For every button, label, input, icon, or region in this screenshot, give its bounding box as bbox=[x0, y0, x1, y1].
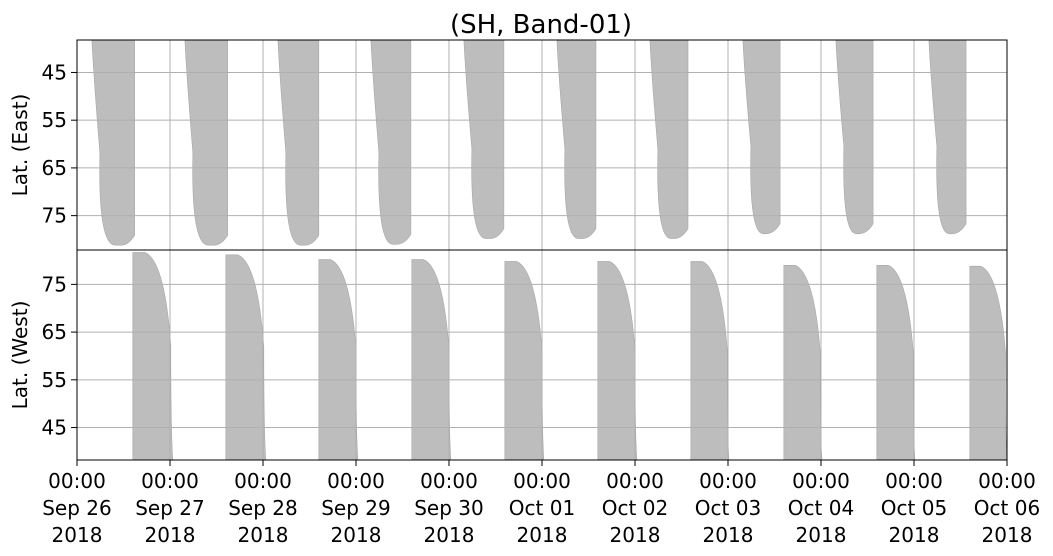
ytick-label-west-55: 55 bbox=[42, 368, 67, 392]
swath-west-3 bbox=[318, 259, 359, 461]
xtick-label-4: 00:00 Sep 30 2018 bbox=[414, 469, 484, 547]
swath-east-5 bbox=[463, 39, 505, 239]
swath-east-1 bbox=[91, 39, 135, 246]
xtick-label-7: 00:00 Oct 03 2018 bbox=[695, 469, 761, 547]
swath-west-10 bbox=[969, 265, 1008, 461]
swath-east-10 bbox=[928, 39, 967, 235]
chart-title: (SH, Band-01) bbox=[450, 10, 632, 40]
swath-east-4 bbox=[370, 39, 412, 245]
ytick-label-west-75: 75 bbox=[42, 272, 67, 296]
ytick-label-east-55: 55 bbox=[42, 108, 67, 132]
xtick-label-6: 00:00 Oct 02 2018 bbox=[602, 469, 668, 547]
swath-west-9 bbox=[876, 264, 916, 461]
ytick-label-west-45: 45 bbox=[42, 416, 67, 440]
ytick-label-west-65: 65 bbox=[42, 320, 67, 344]
xtick-label-3: 00:00 Sep 29 2018 bbox=[321, 469, 391, 547]
swath-east-9 bbox=[835, 39, 874, 235]
swath-west-4 bbox=[411, 259, 452, 461]
ytick-label-east-45: 45 bbox=[42, 60, 67, 84]
ylabel-east: Lat. (East) bbox=[8, 94, 32, 197]
swath-east-3 bbox=[277, 39, 320, 246]
swath-east-8 bbox=[742, 39, 781, 235]
swath-east-6 bbox=[556, 39, 597, 239]
swath-east-2 bbox=[184, 39, 228, 246]
swath-west-5 bbox=[504, 261, 545, 461]
panel-east: 45 55 65 75 Lat. (East) bbox=[8, 39, 1008, 251]
xtick-label-2: 00:00 Sep 28 2018 bbox=[228, 469, 298, 547]
xtick-label-9: 00:00 Oct 05 2018 bbox=[881, 469, 947, 547]
swath-west-2 bbox=[225, 254, 267, 461]
swath-west-7 bbox=[690, 261, 730, 461]
swath-west-6 bbox=[597, 261, 638, 461]
panel-west: 45 55 65 75 Lat. (West) bbox=[8, 249, 1008, 461]
xtick-label-5: 00:00 Oct 01 2018 bbox=[509, 469, 575, 547]
ytick-label-east-75: 75 bbox=[42, 204, 67, 228]
swath-west-8 bbox=[783, 264, 823, 461]
xtick-label-1: 00:00 Sep 27 2018 bbox=[135, 469, 205, 547]
swath-west-1 bbox=[132, 252, 174, 461]
x-axis: 00:00 Sep 26 2018 00:00 Sep 27 2018 00:00 Sep 2… bbox=[42, 460, 1040, 547]
swath-east-7 bbox=[649, 39, 689, 239]
ytick-label-east-65: 65 bbox=[42, 156, 67, 180]
xtick-label-0: 00:00 Sep 26 2018 bbox=[42, 469, 112, 547]
xtick-label-10: 00:00 Oct 06 2018 bbox=[974, 469, 1040, 547]
xtick-label-8: 00:00 Oct 04 2018 bbox=[788, 469, 854, 547]
ylabel-west: Lat. (West) bbox=[8, 301, 32, 410]
